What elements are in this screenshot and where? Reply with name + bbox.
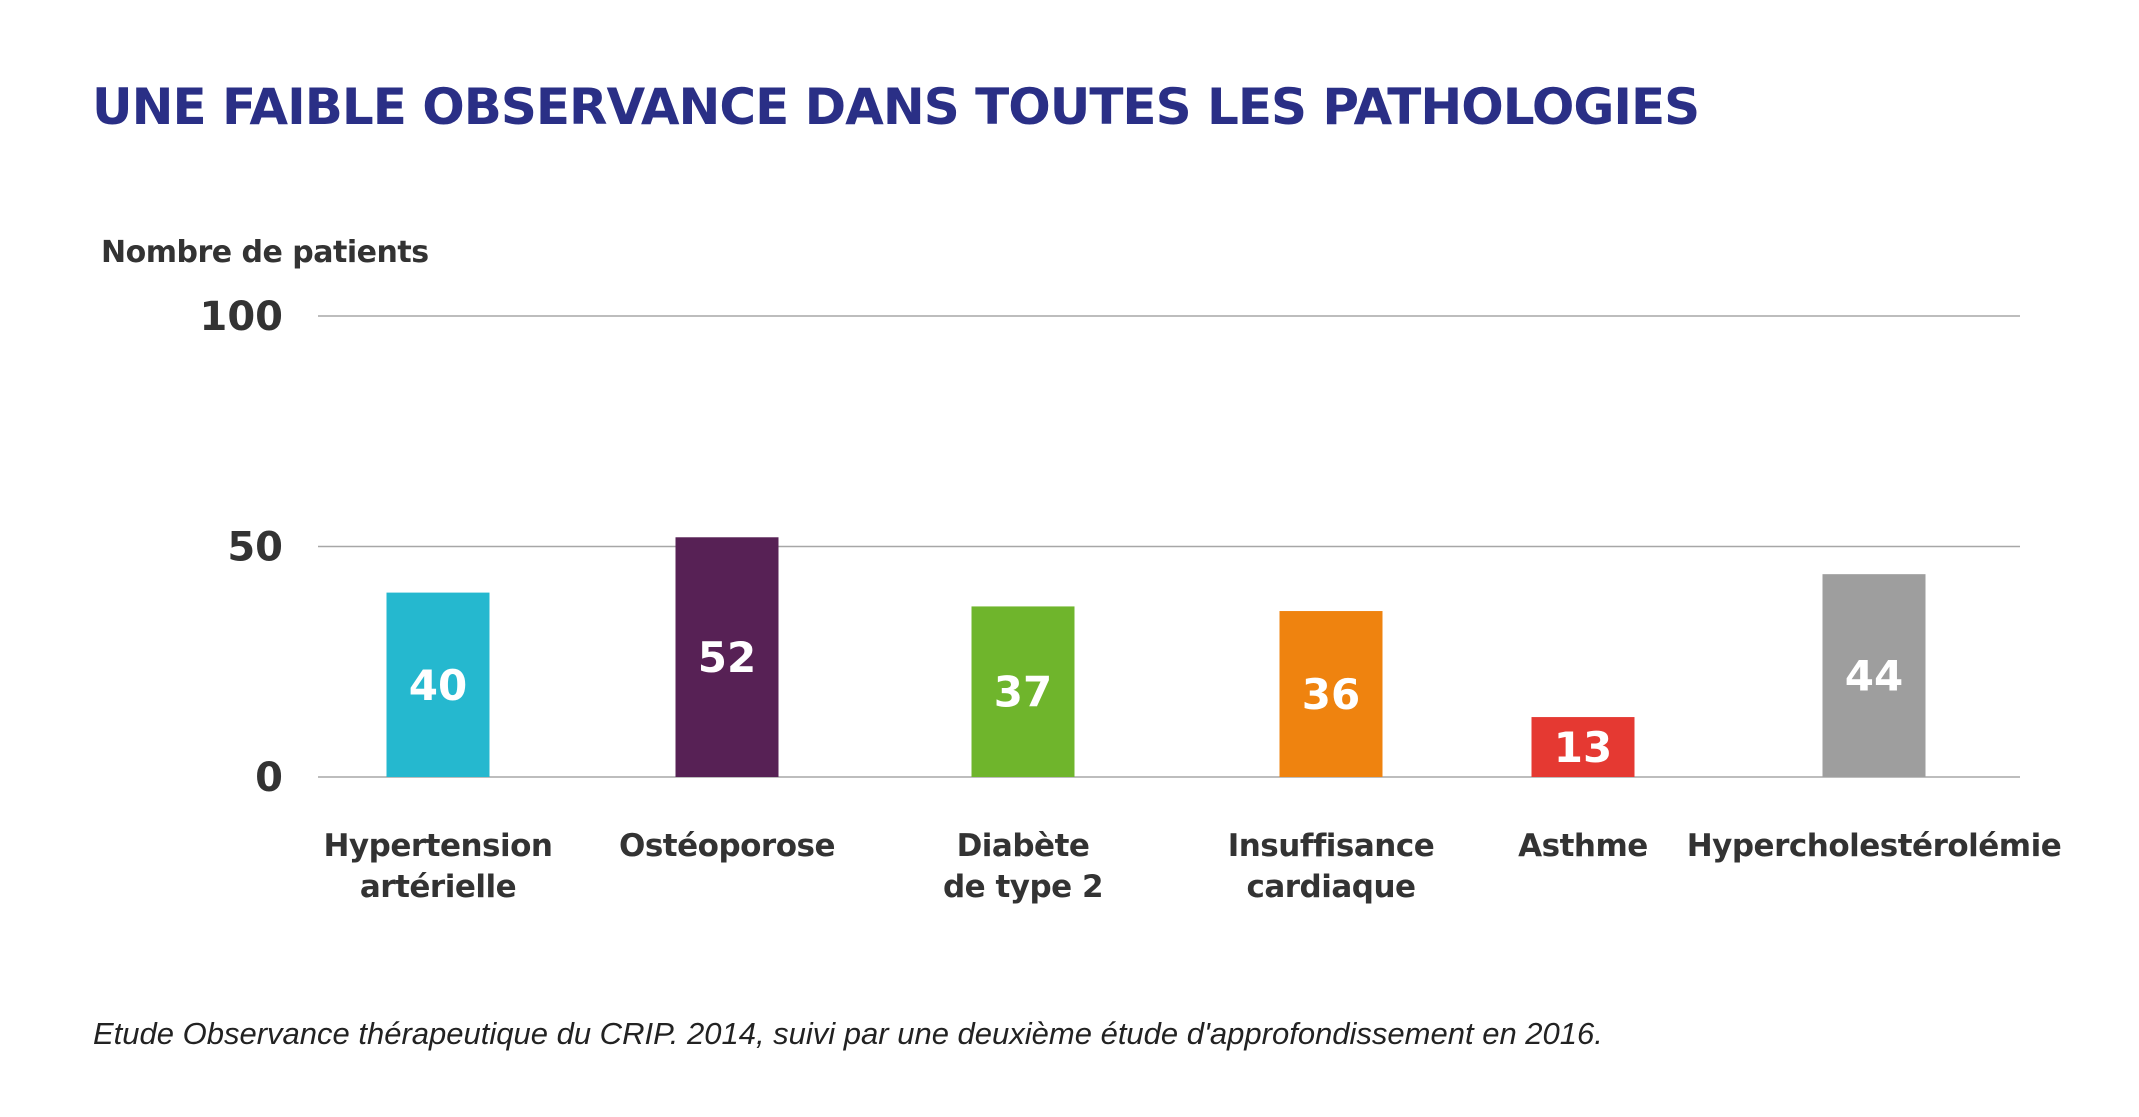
bar-value-label: 40 — [409, 661, 467, 710]
x-tick-label: Diabète de type 2 — [943, 828, 1103, 905]
y-tick-labels: 0 50 100 — [200, 294, 284, 801]
bar-value-label: 52 — [698, 633, 756, 682]
bars: 40 52 37 36 13 44 — [386, 537, 1926, 777]
y-axis-label: Nombre de patients — [101, 235, 429, 270]
y-tick-label: 100 — [200, 294, 284, 340]
x-tick-label: Asthme — [1518, 828, 1648, 864]
bar — [386, 592, 490, 777]
bar-value-label: 13 — [1554, 723, 1612, 772]
bar — [675, 537, 779, 777]
bar — [1822, 574, 1926, 777]
x-tick-label: Hypertension artérielle — [323, 828, 552, 905]
bar — [971, 606, 1075, 777]
x-tick-label: Hypercholestérolémie — [1687, 828, 2062, 864]
y-tick-label: 0 — [255, 755, 283, 801]
bar-value-label: 36 — [1302, 670, 1360, 719]
bar-value-label: 44 — [1845, 652, 1903, 701]
chart-title: UNE FAIBLE OBSERVANCE DANS TOUTES LES PA… — [92, 78, 1700, 136]
x-tick-labels: Hypertension artérielle Ostéoporose Diabète… — [323, 828, 2061, 905]
x-tick-label: Insuffisance cardiaque — [1228, 828, 1435, 905]
gridlines — [318, 315, 2020, 778]
y-tick-label: 50 — [227, 525, 283, 571]
bar — [1531, 717, 1635, 777]
x-tick-label: Ostéoporose — [619, 828, 835, 864]
bar — [1279, 611, 1383, 777]
bar-value-label: 37 — [994, 668, 1052, 717]
source-caption: Etude Observance thérapeutique du CRIP. … — [93, 1016, 1603, 1051]
